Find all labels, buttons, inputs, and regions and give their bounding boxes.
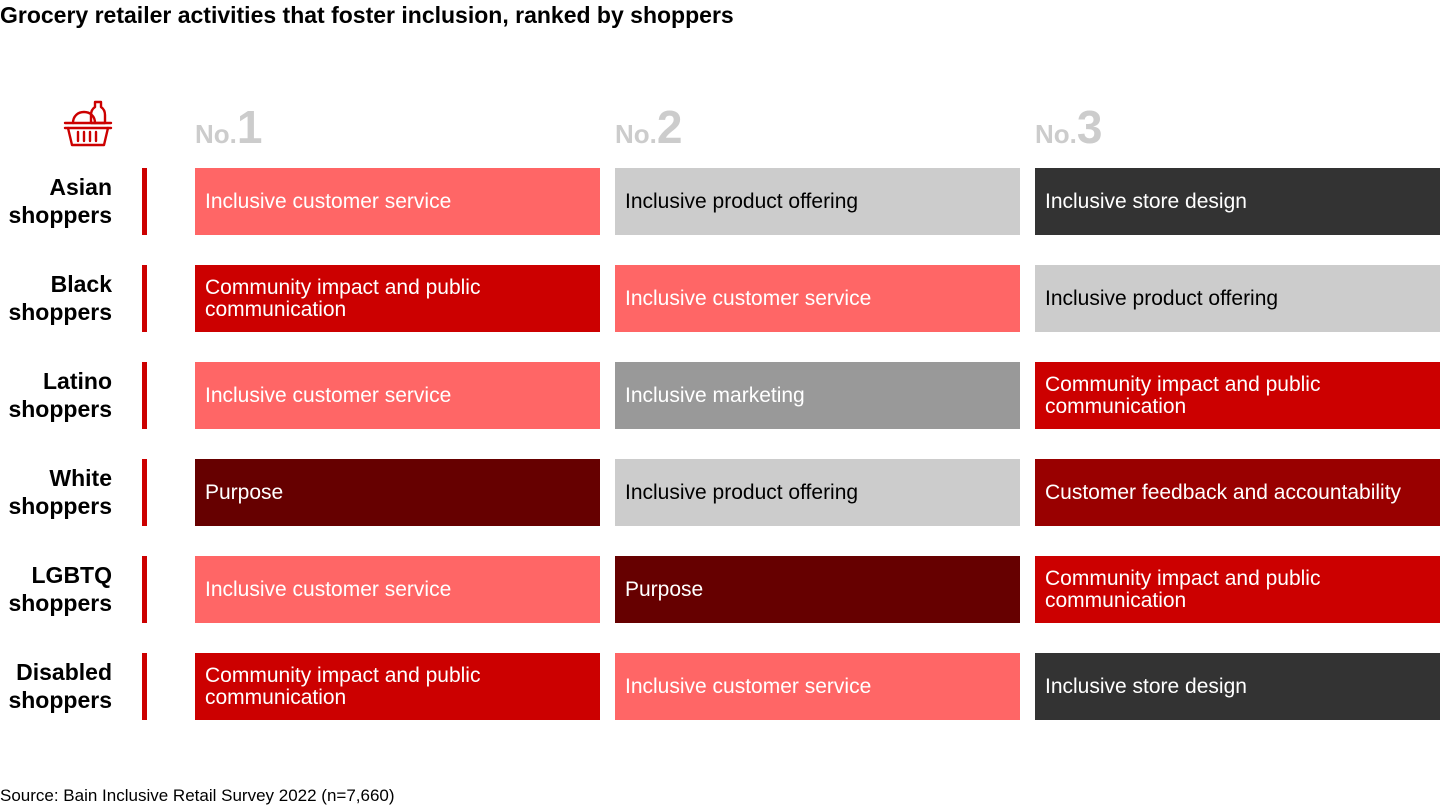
rank-cell-label: Purpose [205, 480, 284, 504]
rank-cell: Community impact and public communicatio… [1035, 362, 1440, 429]
rank-cell-label: Inclusive marketing [625, 383, 805, 407]
rank-cell: Community impact and public communicatio… [1035, 556, 1440, 623]
rank-cell: Inclusive store design [1035, 168, 1440, 235]
rank-prefix: No. [1035, 119, 1077, 149]
rank-cell-label: Inclusive customer service [205, 383, 452, 407]
rank-number: 1 [236, 101, 263, 153]
rank-header-3: No. 3 [1035, 104, 1102, 152]
rank-cell: Inclusive store design [1035, 653, 1440, 720]
row-label: Disabled shoppers [8, 659, 112, 713]
rank-cell-label: Customer feedback and accountability [1045, 480, 1402, 504]
shopping-basket-icon [63, 100, 113, 147]
row-label: White shoppers [8, 465, 112, 519]
row-accent-bar [142, 168, 147, 235]
row-accent-bar [142, 265, 147, 332]
rank-cell: Community impact and public communicatio… [195, 265, 600, 332]
rank-cell-label: Community impact and public communicatio… [1045, 566, 1321, 612]
row-accent-bar [142, 459, 147, 526]
rank-prefix: No. [195, 119, 237, 149]
rank-cell: Inclusive marketing [615, 362, 1020, 429]
rank-cell-label: Community impact and public communicatio… [205, 275, 481, 321]
rank-cell-label: Community impact and public communicatio… [205, 663, 481, 709]
rank-cell: Inclusive customer service [195, 168, 600, 235]
rank-cell: Community impact and public communicatio… [195, 653, 600, 720]
rank-cell: Inclusive product offering [615, 168, 1020, 235]
rank-number: 3 [1076, 101, 1103, 153]
chart-title: Grocery retailer activities that foster … [0, 2, 734, 28]
rank-cell: Inclusive customer service [615, 653, 1020, 720]
rank-cell: Purpose [615, 556, 1020, 623]
rank-cell: Purpose [195, 459, 600, 526]
rank-header-2: No. 2 [615, 104, 682, 152]
rank-cell-label: Inclusive customer service [625, 286, 872, 310]
row-accent-bar [142, 362, 147, 429]
row-label: Asian shoppers [8, 174, 112, 228]
source-note: Source: Bain Inclusive Retail Survey 202… [0, 786, 395, 805]
rank-cell-label: Inclusive product offering [1045, 286, 1279, 310]
row-accent-bar [142, 556, 147, 623]
rank-cell-label: Community impact and public communicatio… [1045, 372, 1321, 418]
rank-cell-label: Purpose [625, 577, 704, 601]
rank-cell: Inclusive customer service [195, 362, 600, 429]
rank-prefix: No. [615, 119, 657, 149]
rank-cell-label: Inclusive store design [1045, 189, 1247, 213]
rank-cell-label: Inclusive customer service [205, 577, 452, 601]
row-label: LGBTQ shoppers [8, 562, 112, 616]
rank-number: 2 [656, 101, 683, 153]
rank-cell: Inclusive product offering [1035, 265, 1440, 332]
row-accent-bar [142, 653, 147, 720]
rank-cell-label: Inclusive product offering [625, 480, 859, 504]
rank-cell-label: Inclusive customer service [625, 674, 872, 698]
rank-cell: Inclusive product offering [615, 459, 1020, 526]
rank-cell-label: Inclusive store design [1045, 674, 1247, 698]
rank-cell: Inclusive customer service [195, 556, 600, 623]
rank-cell-label: Inclusive product offering [625, 189, 859, 213]
rank-header-1: No. 1 [195, 104, 262, 152]
row-label: Latino shoppers [8, 368, 112, 422]
rank-cell: Inclusive customer service [615, 265, 1020, 332]
rank-cell: Customer feedback and accountability [1035, 459, 1440, 526]
rank-cell-label: Inclusive customer service [205, 189, 452, 213]
row-label: Black shoppers [8, 271, 112, 325]
